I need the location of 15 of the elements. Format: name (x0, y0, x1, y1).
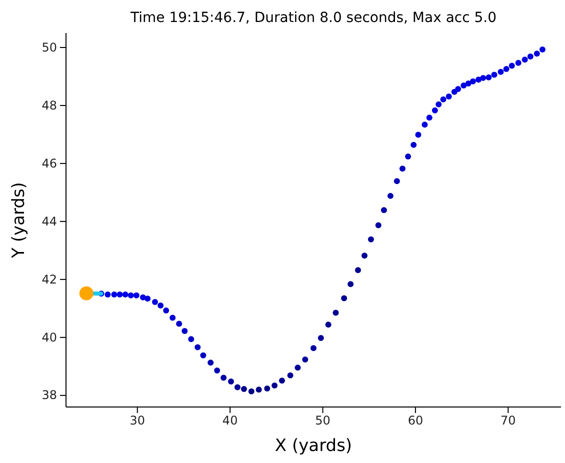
x-tick-label: 30 (130, 414, 146, 428)
y-tick-label: 40 (42, 330, 57, 344)
chart-title: Time 19:15:46.7, Duration 8.0 seconds, Max acc 5.0 (129, 10, 497, 26)
y-tick-label: 50 (42, 40, 57, 54)
x-axis-title: X (yards) (274, 436, 352, 456)
y-tick-label: 42 (42, 272, 57, 286)
y-axis-title: Y (yards) (9, 182, 29, 259)
y-tick-label: 44 (42, 214, 57, 228)
y-tick-label: 48 (42, 98, 57, 112)
y-tick-label: 38 (42, 388, 57, 402)
y-tick-label: 46 (42, 156, 57, 170)
x-tick-label: 40 (222, 414, 238, 428)
x-tick-label: 70 (500, 414, 516, 428)
x-tick-label: 50 (315, 414, 330, 428)
x-tick-label: 60 (408, 414, 424, 428)
